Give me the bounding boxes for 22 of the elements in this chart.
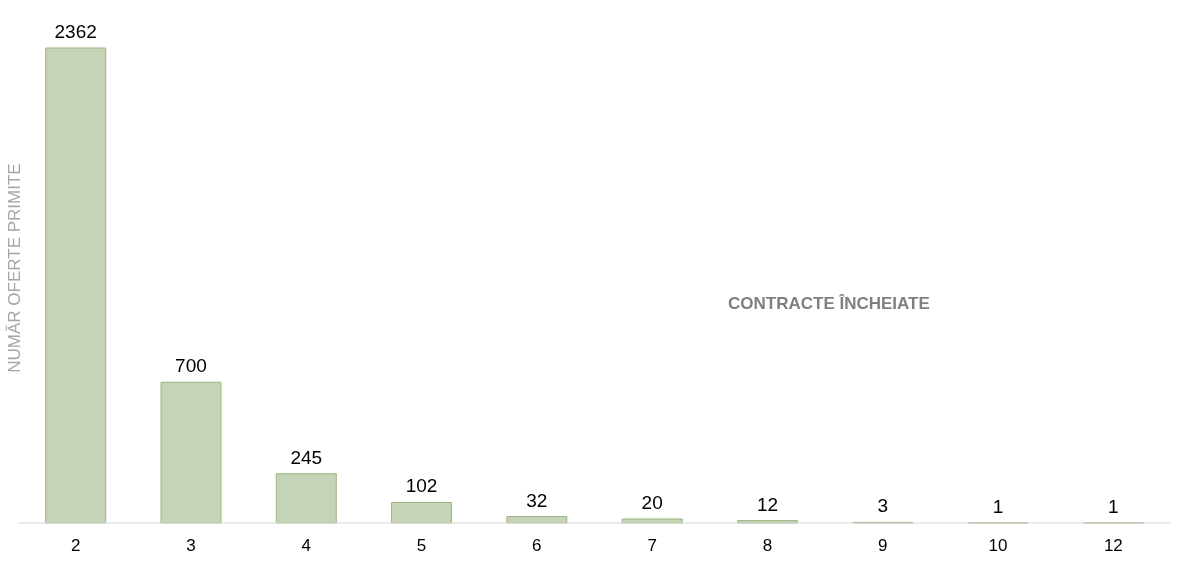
x-tick-label: 9: [878, 536, 888, 556]
data-label: 20: [641, 491, 663, 513]
x-tick-label: 7: [647, 536, 657, 556]
x-tick-label: 5: [416, 536, 427, 556]
y-axis-title: NUMĂR OFERTE PRIMITE: [5, 162, 25, 375]
data-label: 2362: [54, 21, 97, 42]
x-tick-label: 4: [301, 536, 311, 556]
x-tick-label: 2: [70, 536, 81, 556]
x-tick-label: 12: [1103, 536, 1123, 556]
data-label: 245: [290, 446, 323, 468]
x-tick-label: 3: [186, 536, 196, 556]
data-label: 1: [1108, 495, 1119, 517]
data-label: 1: [992, 495, 1004, 517]
data-label: 700: [175, 355, 207, 377]
data-label: 12: [756, 493, 779, 515]
data-label: 32: [526, 489, 548, 511]
data-label: 3: [877, 495, 889, 517]
x-tick-label: 6: [532, 536, 542, 556]
x-tick-label: 8: [762, 536, 773, 556]
data-label: 102: [405, 475, 438, 497]
text: CONTRACTE ÎNCHEIATE: [728, 294, 930, 314]
x-tick-label: 10: [988, 536, 1008, 556]
